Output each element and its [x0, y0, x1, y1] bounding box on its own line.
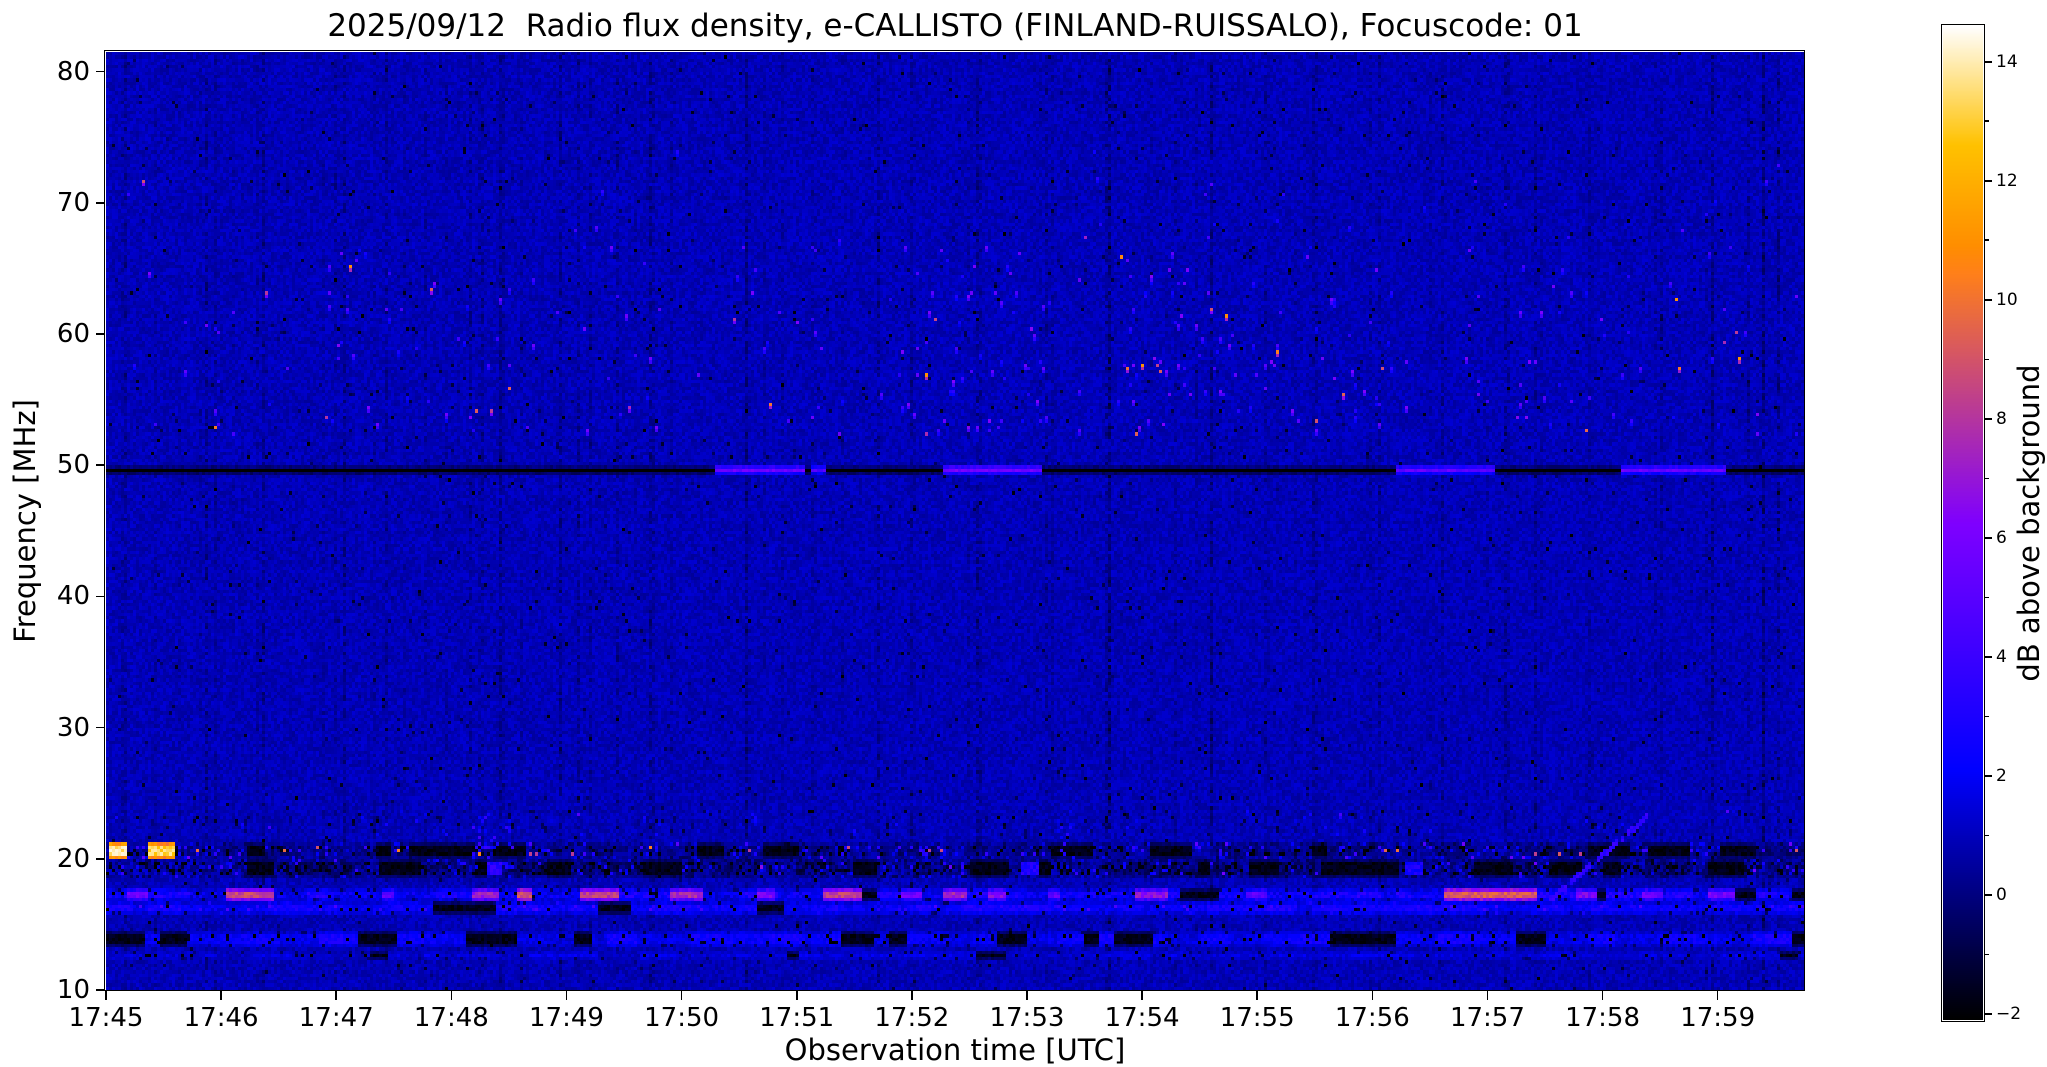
x-axis-label: Observation time [UTC]	[784, 1033, 1126, 1067]
x-tick-mark	[1371, 991, 1374, 1000]
x-tick-label: 17:54	[1104, 1003, 1180, 1033]
y-tick-label: 30	[56, 712, 90, 743]
colorbar-minor-tick-mark	[1984, 715, 1989, 718]
x-tick-label: 17:50	[644, 1003, 720, 1033]
x-tick-mark	[335, 991, 338, 1000]
colorbar-tick-mark	[1984, 418, 1992, 420]
x-tick-label: 17:53	[989, 1003, 1065, 1033]
x-tick-label: 17:56	[1334, 1003, 1410, 1033]
colorbar-tick-mark	[1984, 656, 1992, 658]
x-tick-label: 17:49	[529, 1003, 604, 1033]
colorbar-tick-mark	[1984, 894, 1992, 896]
colorbar-minor-tick-mark	[1984, 834, 1989, 837]
colorbar-tick-label: 8	[1996, 408, 2007, 429]
x-tick-mark	[1026, 991, 1028, 1000]
y-tick-label: 20	[56, 843, 90, 874]
x-tick-label: 17:55	[1219, 1003, 1295, 1033]
y-tick-label: 10	[56, 975, 90, 1005]
x-tick-label: 17:58	[1565, 1003, 1640, 1033]
colorbar-minor-tick-mark	[1984, 596, 1989, 599]
x-tick-mark	[105, 991, 107, 1000]
colorbar-minor-tick-mark	[1984, 953, 1989, 956]
colorbar-tick-label: 14	[1996, 51, 2018, 72]
x-tick-mark	[565, 991, 568, 1000]
x-tick-label: 17:52	[874, 1003, 950, 1033]
y-tick-label: 60	[56, 319, 90, 350]
x-tick-mark	[1256, 991, 1258, 1000]
y-tick-mark	[96, 70, 105, 73]
y-tick-label: 80	[56, 56, 90, 87]
x-tick-mark	[450, 991, 453, 1000]
y-tick-mark	[96, 464, 105, 467]
colorbar-tick-label: −2	[1996, 1004, 2022, 1025]
x-tick-mark	[680, 991, 683, 1000]
colorbar-tick-mark	[1984, 537, 1992, 539]
y-tick-mark	[96, 333, 105, 335]
x-tick-mark	[1141, 991, 1143, 1000]
y-tick-label: 70	[56, 187, 90, 218]
y-tick-mark	[96, 726, 105, 729]
colorbar-tick-label: 6	[1996, 527, 2007, 548]
colorbar-tick-label: 12	[1996, 170, 2018, 191]
colorbar-tick-mark	[1984, 298, 1992, 301]
colorbar-minor-tick-mark	[1984, 477, 1989, 480]
colorbar-minor-tick-mark	[1984, 120, 1989, 123]
colorbar-tick-mark	[1984, 60, 1992, 63]
colorbar-tick-label: 10	[1996, 289, 2018, 310]
x-tick-mark	[795, 991, 798, 1000]
y-tick-mark	[96, 858, 105, 860]
y-tick-mark	[96, 989, 105, 991]
x-tick-mark	[1716, 991, 1719, 1000]
colorbar-tick-mark	[1984, 179, 1992, 182]
x-tick-label: 17:47	[298, 1003, 374, 1033]
x-tick-label: 17:57	[1449, 1003, 1525, 1033]
x-tick-mark	[1601, 991, 1604, 1000]
x-tick-mark	[220, 991, 222, 1000]
y-tick-mark	[96, 595, 105, 598]
x-tick-label: 17:59	[1680, 1003, 1756, 1033]
colorbar-tick-label: 0	[1996, 885, 2007, 905]
colorbar-tick-mark	[1984, 1013, 1992, 1015]
x-tick-mark	[911, 991, 913, 1000]
x-tick-label: 17:51	[759, 1003, 835, 1033]
colorbar-tick-label: 4	[1996, 646, 2007, 667]
colorbar-label: dB above background	[2012, 364, 2046, 682]
y-tick-label: 40	[56, 581, 90, 612]
colorbar-minor-tick-mark	[1984, 358, 1989, 361]
y-tick-mark	[96, 202, 105, 204]
y-tick-label: 50	[56, 450, 90, 481]
spectrogram-canvas	[106, 52, 1804, 990]
x-tick-label: 17:45	[68, 1003, 144, 1033]
colorbar-minor-tick-mark	[1984, 239, 1989, 242]
colorbar-canvas	[1943, 26, 1983, 1020]
x-tick-label: 17:48	[413, 1003, 489, 1033]
x-tick-label: 17:46	[183, 1003, 259, 1033]
colorbar-tick-mark	[1984, 775, 1992, 777]
x-tick-mark	[1486, 991, 1489, 1000]
chart-title: 2025/09/12 Radio flux density, e-CALLIST…	[327, 8, 1583, 44]
colorbar-tick-label: 2	[1996, 765, 2007, 786]
